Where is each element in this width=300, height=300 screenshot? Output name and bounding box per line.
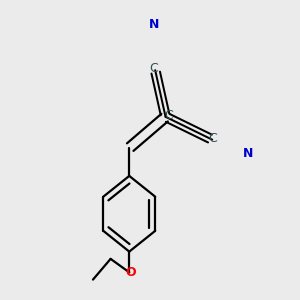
Text: N: N [149,18,159,31]
Text: N: N [243,147,253,160]
Text: C: C [149,62,158,75]
Text: O: O [125,266,136,280]
Text: C: C [164,109,173,122]
Text: C: C [208,132,217,145]
